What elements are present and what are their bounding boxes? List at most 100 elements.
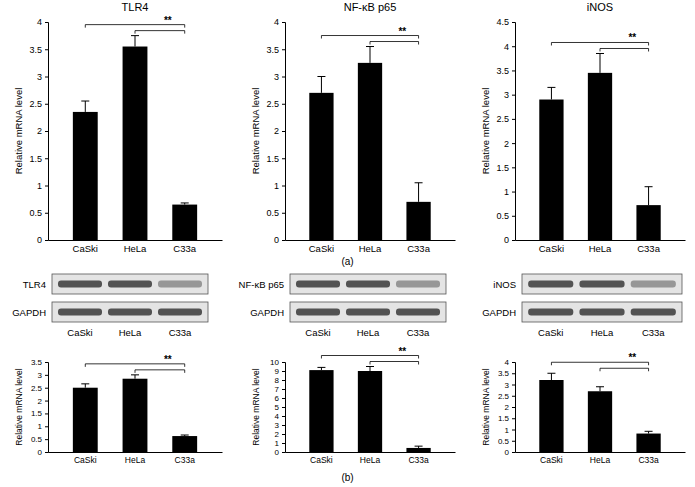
y-tick-mark [282, 362, 285, 363]
y-axis-line [512, 23, 516, 241]
plot-marks [539, 373, 660, 452]
x-tick-label: C33a [175, 455, 196, 465]
y-tick: 2.5 [496, 114, 515, 124]
error-bar [645, 431, 653, 433]
y-tick: 0 [37, 235, 48, 245]
significance-label: ** [628, 352, 636, 363]
blot-label: GAPDH [12, 307, 46, 318]
y-tick: 3.5 [498, 369, 515, 378]
y-tick-label: 3 [504, 90, 509, 100]
blot-band [108, 309, 152, 316]
error-bar-stem [370, 367, 371, 372]
y-tick-mark [512, 362, 515, 363]
y-tick-label: 2.5 [496, 114, 509, 124]
chart: 00.511.522.533.544.5CaSkiHeLaC33aRelativ… [480, 1, 686, 254]
y-tick: 0 [38, 448, 48, 457]
x-tick: HeLa [590, 452, 611, 465]
chart: 012345678910CaSkiHeLaC33aRelative mRNA l… [251, 346, 456, 466]
significance-bracket [370, 42, 419, 45]
y-tick: 2 [505, 403, 515, 412]
blot-band [108, 281, 152, 288]
blot-membrane [522, 274, 682, 294]
y-tick-mark [282, 389, 285, 390]
y-tick: 0 [275, 448, 285, 457]
y-tick-mark [282, 434, 285, 435]
error-bar [81, 384, 89, 388]
blot-lane-label: C33a [407, 327, 430, 338]
y-tick-label: 2.5 [29, 99, 42, 109]
x-axis-line [516, 240, 686, 241]
y-tick-label: 2.5 [498, 392, 510, 401]
y-tick-mark [282, 416, 285, 417]
bar [73, 112, 98, 240]
error-bar [131, 36, 139, 47]
y-tick: 2 [274, 126, 285, 136]
error-bar-cap [317, 76, 325, 77]
blot-lane-label: CaSki [538, 327, 563, 338]
y-tick: 2 [275, 430, 285, 439]
y-tick-label: 3 [38, 371, 43, 380]
y-tick-label: 0 [37, 235, 42, 245]
y-tick-label: 4 [505, 358, 510, 367]
error-bar-stem [648, 187, 649, 205]
x-axis: CaSkiHeLaC33a [516, 452, 686, 465]
y-tick-mark [45, 388, 48, 389]
significance-label: ** [628, 32, 636, 43]
significance-bracket [135, 370, 185, 373]
y-tick-mark [282, 240, 285, 241]
y-tick-label: 0 [505, 448, 510, 457]
x-tick: CaSki [74, 452, 97, 465]
error-bar [547, 87, 555, 99]
y-tick-label: 9 [275, 367, 280, 376]
y-tick-mark [45, 426, 48, 427]
plot-marks [73, 375, 197, 452]
bar [636, 205, 660, 240]
significance: ** [551, 352, 648, 371]
y-tick: 0.5 [266, 208, 285, 218]
error-bar [317, 77, 325, 93]
x-tick: HeLa [359, 240, 382, 254]
error-bar [596, 53, 604, 72]
y-tick: 7 [275, 385, 285, 394]
error-bar-cap [645, 431, 653, 432]
error-bar-cap [645, 186, 653, 187]
y-tick-mark [512, 385, 515, 386]
y-tick-mark [45, 452, 48, 453]
y-tick: 3 [38, 371, 48, 380]
y-tick: 4 [505, 358, 515, 367]
error-bar [415, 446, 423, 448]
chart-title: iNOS [587, 1, 613, 13]
y-tick-label: 0 [38, 448, 43, 457]
y-tick-label: 6 [275, 394, 280, 403]
y-axis-title: Relative mRNA level [14, 368, 24, 446]
x-tick: C33a [637, 240, 660, 254]
y-tick-mark [512, 441, 515, 442]
x-tick: HeLa [589, 240, 612, 254]
error-bar [415, 183, 423, 202]
y-tick-mark [282, 425, 285, 426]
y-tick-label: 0.5 [29, 208, 42, 218]
y-tick-mark [512, 46, 515, 47]
y-tick-mark [512, 430, 515, 431]
y-tick-label: 3.5 [266, 45, 279, 55]
y-tick: 2 [38, 397, 48, 406]
y-tick-label: 4.5 [496, 17, 509, 27]
blot-membrane [52, 302, 208, 322]
y-tick-mark [512, 143, 515, 144]
y-tick-label: 3 [274, 72, 279, 82]
bar [588, 73, 612, 240]
blot-band [58, 281, 102, 288]
error-bar [317, 367, 325, 370]
x-axis-line [286, 452, 456, 453]
error-bar-cap [547, 87, 555, 88]
y-tick: 3 [37, 72, 48, 82]
y-tick-label: 3.5 [496, 66, 509, 76]
y-tick-mark [45, 131, 48, 132]
y-tick-label: 1 [275, 439, 280, 448]
chart: 00.511.522.533.5CaSkiHeLaC33aRelative mR… [14, 354, 223, 465]
y-tick-mark [282, 380, 285, 381]
y-tick-mark [512, 192, 515, 193]
bar [123, 379, 148, 452]
y-tick-label: 1 [274, 181, 279, 191]
error-bar-cap [366, 46, 374, 47]
